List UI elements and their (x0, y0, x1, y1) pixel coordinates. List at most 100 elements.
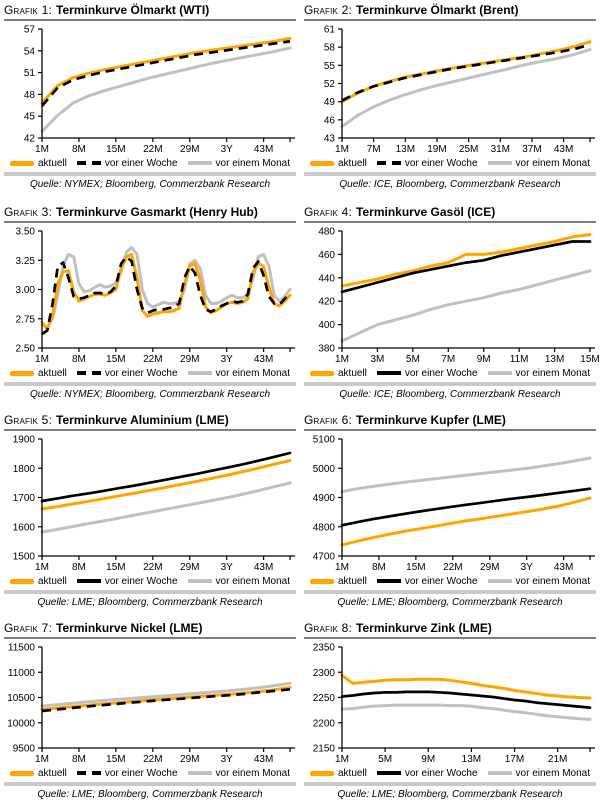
chart-canvas: 9500 10000 10500 11000 11500 1M 8M 15M 22M 29M 3Y 4… (4, 641, 296, 765)
y-tick-label: 42 (24, 134, 36, 145)
x-tick-label: 1M (35, 562, 49, 573)
x-tick-label: 1M (335, 144, 349, 155)
legend-item: vor einem Monat (487, 576, 590, 587)
x-tick-label: 8M (372, 562, 386, 573)
x-tick-label: 22M (143, 354, 162, 365)
x-tick-label: 5M (378, 754, 392, 765)
y-tick-label: 4800 (313, 522, 336, 533)
chart-legend: aktuell vor einer Woche vor einem Monat (4, 766, 296, 780)
legend-item: vor einer Woche (376, 367, 478, 379)
legend-label: vor einer Woche (104, 367, 178, 379)
legend-item: vor einem Monat (487, 158, 590, 169)
legend-swatch-aktuell (309, 578, 334, 584)
y-tick-label: 380 (318, 344, 335, 355)
chart-title-text: Terminkurve Zink (LME) (356, 621, 492, 635)
chart-title-prefix: Grafik 2: (304, 3, 353, 17)
legend-item: vor einem Monat (187, 768, 290, 779)
legend-divider (304, 590, 596, 594)
chart-title-prefix: Grafik 7: (4, 621, 53, 635)
chart-canvas: 380 400 420 440 460 480 1M 3M 5M 7M 9M 11M 13M 15M (304, 225, 599, 366)
y-tick-label: 49 (324, 97, 336, 108)
chart-title: Grafik 1: Terminkurve Ölmarkt (WTI) (4, 3, 296, 18)
line-chart: 2.50 2.75 3.00 3.25 3.50 1M 8M 15M 22M 29M 3Y 43M (16, 227, 295, 365)
legend-label: vor einem Monat (515, 767, 591, 779)
x-tick-label: 43M (254, 562, 273, 573)
legend-label: aktuell (37, 575, 67, 587)
legend-label: aktuell (337, 575, 367, 587)
series-line-vor-einer-woche (340, 487, 592, 527)
series-line-aktuell (340, 673, 592, 700)
x-tick-label: 15M (106, 144, 125, 155)
legend-label: vor einer Woche (404, 157, 478, 169)
legend-item: aktuell (309, 368, 367, 379)
x-tick-label: 1M (335, 354, 349, 365)
x-tick-label: 3M (370, 354, 384, 365)
x-tick-label: 22M (443, 562, 462, 573)
x-tick-label: 7M (441, 354, 455, 365)
chart-title: Grafik 4: Terminkurve Gasöl (ICE) (304, 205, 596, 220)
legend-label: aktuell (37, 157, 67, 169)
x-tick-label: 29M (180, 754, 199, 765)
line-chart: 380 400 420 440 460 480 1M 3M 5M 7M 9M 11M 13M 15M (318, 227, 599, 366)
x-tick-label: 43M (254, 354, 273, 365)
x-tick-label: 31M (491, 144, 510, 155)
y-tick-label: 11500 (8, 643, 36, 654)
legend-label: vor einem Monat (215, 575, 291, 587)
legend-label: aktuell (37, 367, 67, 379)
chart-panel-grafik-1: Grafik 1: Terminkurve Ölmarkt (WTI) 42 45 4… (0, 0, 300, 202)
chart-title: Grafik 2: Terminkurve Ölmarkt (Brent) (304, 3, 596, 18)
legend-item: vor einer Woche (376, 767, 478, 779)
legend-swatch-vor-einem-monat (487, 161, 512, 165)
source-note: Quelle: LME; Bloomberg, Commerzbank Rese… (37, 597, 263, 608)
y-tick-label: 1800 (13, 464, 36, 475)
chart-title-text: Terminkurve Nickel (LME) (56, 621, 203, 635)
chart-panel-grafik-8: Grafik 8: Terminkurve Zink (LME) 2150 2200… (300, 618, 600, 810)
chart-panel-grafik-4: Grafik 4: Terminkurve Gasöl (ICE) 380 400 4… (300, 202, 600, 410)
chart-panel-grafik-7: Grafik 7: Terminkurve Nickel (LME) 9500 10… (0, 618, 300, 810)
legend-label: vor einer Woche (404, 767, 478, 779)
title-divider (304, 637, 596, 639)
x-tick-label: 7M (367, 144, 381, 155)
x-tick-label: 5M (406, 354, 420, 365)
legend-swatch-vor-einer-woche (376, 161, 401, 165)
x-tick-label: 9M (477, 354, 491, 365)
legend-swatch-vor-einem-monat (187, 371, 212, 375)
line-chart: 42 45 48 51 54 57 1M 8M 15M 22M 29M 3Y 43M (24, 25, 295, 155)
legend-item: vor einer Woche (76, 158, 178, 169)
legend-item: vor einer Woche (76, 576, 178, 587)
y-tick-label: 55 (324, 61, 336, 72)
legend-item: aktuell (9, 157, 67, 169)
legend-label: vor einer Woche (104, 767, 178, 779)
chart-title-prefix: Grafik 4: (304, 205, 353, 219)
x-tick-label: 3Y (221, 354, 234, 365)
chart-legend: aktuell vor einer Woche vor einem Monat (304, 766, 596, 780)
x-tick-label: 3Y (521, 562, 534, 573)
y-tick-label: 2.75 (16, 314, 36, 325)
chart-title-prefix: Grafik 1: (4, 3, 53, 17)
y-tick-label: 2150 (313, 744, 336, 755)
legend-swatch-aktuell (9, 370, 34, 376)
line-chart: 2150 2200 2250 2300 2350 1M 5M 9M 13M 17M 21M (313, 643, 595, 765)
x-tick-label: 29M (180, 144, 199, 155)
y-tick-label: 5000 (313, 464, 336, 475)
legend-label: vor einer Woche (404, 367, 478, 379)
legend-item: aktuell (9, 768, 67, 779)
x-tick-label: 8M (72, 754, 86, 765)
legend-divider (304, 382, 596, 386)
line-chart: 4700 4800 4900 5000 5100 1M 8M 15M 22M 29M 3Y 43M (313, 435, 595, 573)
x-tick-label: 1M (335, 754, 349, 765)
title-divider (4, 637, 296, 639)
line-chart: 9500 10000 10500 11000 11500 1M 8M 15M 22M 29M 3Y 4… (7, 643, 295, 765)
y-tick-label: 61 (324, 25, 336, 36)
legend-swatch-vor-einem-monat (187, 771, 212, 775)
x-tick-label: 11M (510, 354, 529, 365)
chart-title-text: Terminkurve Gasöl (ICE) (356, 205, 496, 219)
line-chart: 1500 1600 1700 1800 1900 1M 8M 15M 22M 29M 3Y 43M (13, 435, 295, 573)
legend-swatch-vor-einem-monat (487, 579, 512, 583)
chart-canvas: 42 45 48 51 54 57 1M 8M 15M 22M 29M 3Y 43M (4, 23, 296, 155)
y-tick-label: 5100 (313, 435, 336, 446)
chart-title-text: Terminkurve Kupfer (LME) (356, 413, 506, 427)
series-line-aktuell (340, 496, 592, 547)
y-tick-label: 54 (24, 46, 36, 57)
y-tick-label: 48 (24, 90, 36, 101)
